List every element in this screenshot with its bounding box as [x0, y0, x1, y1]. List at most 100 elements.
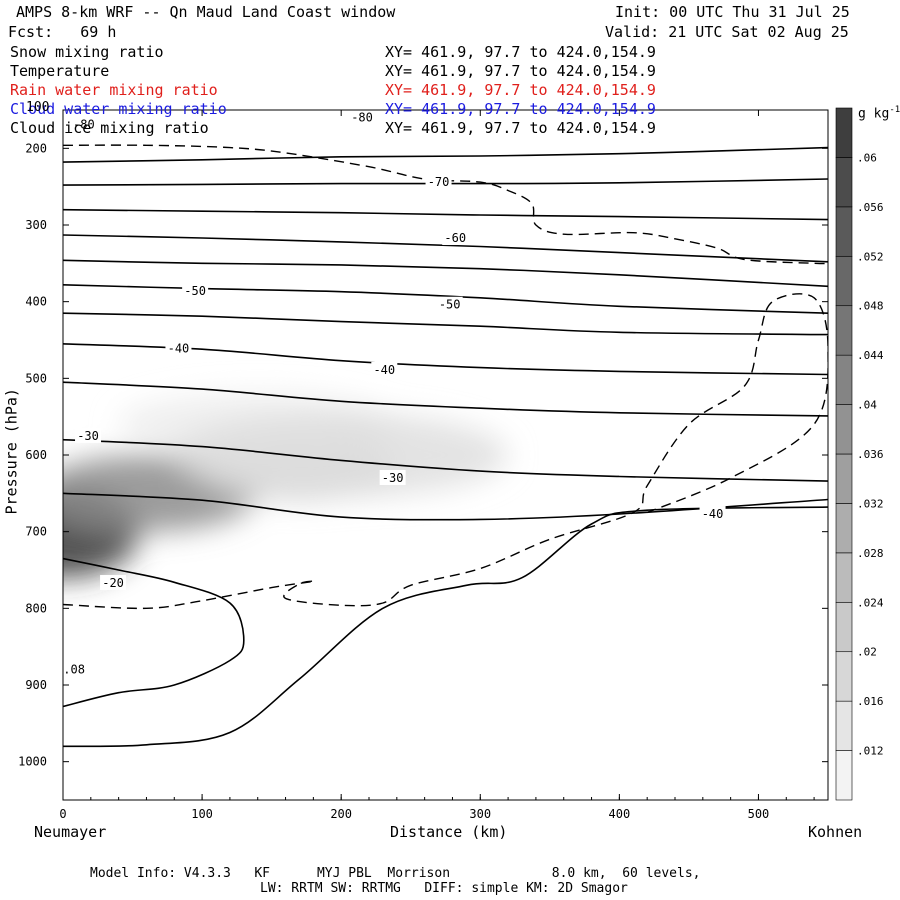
- isotherm-label: -70: [428, 175, 450, 189]
- colorbar-box: [835, 552, 853, 603]
- field-xy-snow: XY= 461.9, 97.7 to 424.0,154.9: [385, 43, 656, 61]
- isotherm-label: -80: [351, 111, 373, 125]
- snow-shading: [63, 393, 509, 578]
- snow-contour-label: .08: [63, 663, 85, 677]
- x-tick-label: 400: [609, 807, 631, 821]
- isotherm-line: [63, 312, 828, 336]
- isotherm-label-bg: [699, 506, 726, 522]
- cloud-ice-contour: [63, 144, 828, 265]
- right-location-label: Kohnen: [808, 823, 863, 841]
- isotherm-label: -20: [102, 576, 124, 590]
- isotherm-label: -50: [184, 284, 206, 298]
- left-location-label: Neumayer: [34, 823, 107, 841]
- snow-shading-blob: [174, 412, 509, 498]
- isotherm-label-bg: [349, 109, 376, 125]
- isotherm-label: -30: [77, 429, 99, 443]
- isotherm-line: [63, 208, 828, 221]
- isotherm-line: [63, 557, 245, 708]
- isotherm-label: -50: [439, 298, 461, 312]
- isotherm-label-bg: [75, 427, 102, 443]
- y-tick-label: 300: [25, 218, 47, 232]
- field-label-cloud-ice: Cloud ice mixing ratio: [10, 119, 209, 137]
- colorbar-box: [835, 750, 853, 801]
- isotherm-line: [63, 506, 828, 748]
- colorbar-box: [835, 107, 853, 158]
- chart-title: AMPS 8-km WRF -- Qn Maud Land Coast wind…: [16, 3, 396, 21]
- colorbar-box: [835, 354, 853, 405]
- isotherm-label-bg: [70, 116, 97, 132]
- colorbar-box: [835, 404, 853, 455]
- isotherm-line: [63, 343, 828, 376]
- colorbar-box: [835, 305, 853, 356]
- colorbar-unit-text: g kg: [858, 106, 890, 122]
- y-tick-label: 200: [25, 141, 47, 155]
- isotherm-label-bg: [436, 296, 463, 312]
- y-tick-label: 600: [25, 448, 47, 462]
- isotherm-line: [63, 234, 828, 263]
- isotherm-label-bg: [182, 282, 209, 298]
- colorbar-tick-label: .04: [857, 399, 877, 412]
- y-tick-label: 700: [25, 525, 47, 539]
- colorbar-unit-exponent: -1: [889, 105, 900, 115]
- axes: 0 100 200 300 400 500 200 300 400 500 600 700 800 900…: [18, 110, 828, 821]
- field-label-snow: Snow mixing ratio: [10, 43, 164, 61]
- isotherm-line: [63, 438, 828, 482]
- x-tick-label: 100: [191, 807, 213, 821]
- colorbar-tick-label: .052: [857, 250, 884, 263]
- isotherm-line: [63, 146, 828, 163]
- x-tick-label: 300: [469, 807, 491, 821]
- colorbar-box: [835, 503, 853, 554]
- colorbar-box: [835, 700, 853, 751]
- forecast-hour: Fcst: 69 h: [8, 23, 117, 41]
- isotherm-label: -40: [373, 363, 395, 377]
- colorbar-box: [835, 651, 853, 702]
- field-xy-temperature: XY= 461.9, 97.7 to 424.0,154.9: [385, 62, 656, 80]
- isotherm-label: -60: [444, 231, 466, 245]
- x-tick-label: 200: [330, 807, 352, 821]
- isotherm-label-bg: [371, 361, 398, 377]
- field-label-temperature: Temperature: [10, 62, 110, 80]
- valid-time: Valid: 21 UTC Sat 02 Aug 25: [605, 23, 849, 41]
- colorbar-tick-label: .028: [857, 547, 884, 560]
- colorbar-tick-label: .056: [857, 201, 884, 214]
- y-tick-label: 1000: [18, 755, 47, 769]
- isotherm-label: -80: [73, 118, 95, 132]
- y-top-tick-label: 100: [26, 100, 50, 115]
- colorbar-tick-label: .012: [857, 745, 884, 758]
- colorbar-tick-label: .024: [857, 596, 884, 609]
- field-xy-cloud-ice: XY= 461.9, 97.7 to 424.0,154.9: [385, 119, 656, 137]
- isotherm-label-bg: [100, 575, 127, 591]
- colorbar-tick-label: .048: [857, 300, 884, 313]
- colorbar-tick-label: .016: [857, 695, 884, 708]
- field-label-cloud-water: Cloud water mixing ratio: [10, 100, 227, 118]
- y-axis-label: Pressure (hPa): [2, 388, 21, 515]
- colorbar-box: [835, 157, 853, 208]
- model-info-line1: Model Info: V4.3.3 KF MYJ PBL Morrison 8…: [90, 866, 701, 881]
- temperature-labels: -80 -80 -70 -60 -50 -50 -40 -40 -30 -30 -40 -20 .08: [61, 109, 726, 677]
- isotherm-line: [63, 259, 828, 288]
- init-time: Init: 00 UTC Thu 31 Jul 25: [615, 3, 850, 21]
- y-tick-label: 900: [25, 678, 47, 692]
- colorbar-tick-label: .036: [857, 448, 884, 461]
- x-tick-label: 500: [748, 807, 770, 821]
- field-xy-rain: XY= 461.9, 97.7 to 424.0,154.9: [385, 81, 656, 99]
- isotherm-label-bg: [165, 340, 192, 356]
- isotherm-label-bg: [379, 470, 406, 485]
- x-axis-label: Distance (km): [390, 823, 508, 841]
- y-tick-label: 400: [25, 295, 47, 309]
- colorbar-tick-label: .02: [857, 646, 877, 659]
- colorbar-box: [835, 453, 853, 504]
- field-label-rain: Rain water mixing ratio: [10, 81, 218, 99]
- field-xy-cloud-water: XY= 461.9, 97.7 to 424.0,154.9: [385, 100, 656, 118]
- colorbar-unit: g kg-1: [858, 103, 900, 121]
- colorbar: .012 .016 .02 .024 .028 .032 .036 .04 .044 .048 .0…: [835, 107, 884, 801]
- colorbar-box: [835, 601, 853, 653]
- isotherm-label: -40: [168, 341, 190, 355]
- y-tick-label: 800: [25, 601, 47, 615]
- isotherm-line: [63, 492, 828, 521]
- isotherm-label: -40: [702, 507, 724, 521]
- colorbar-tick-label: .044: [857, 349, 884, 362]
- colorbar-box: [835, 206, 853, 257]
- colorbar-tick-label: .06: [857, 151, 877, 164]
